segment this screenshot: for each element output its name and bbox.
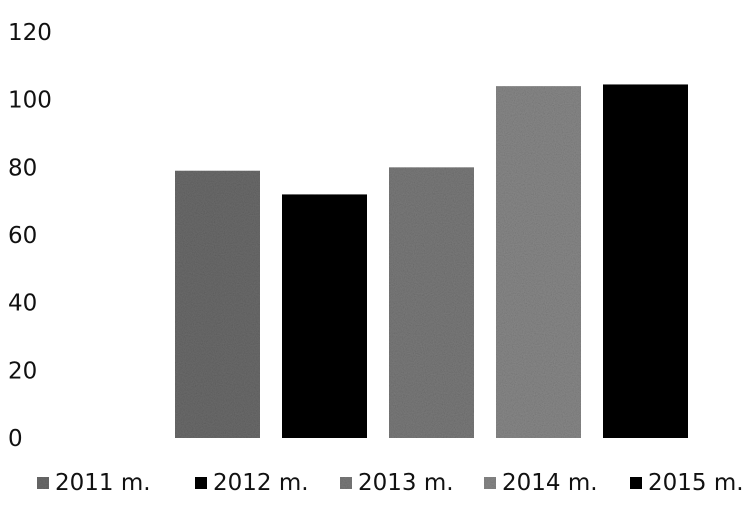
- y-axis: 0 20 40 60 80 100 120: [8, 20, 52, 452]
- y-tick-label: 120: [8, 20, 52, 46]
- y-tick-label: 40: [8, 291, 37, 317]
- legend-swatch: [195, 477, 207, 489]
- bar-2012-m: [282, 194, 367, 438]
- legend-label: 2015 m.: [648, 470, 744, 496]
- legend-label: 2012 m.: [213, 470, 309, 496]
- bar-2014-m: [496, 86, 581, 438]
- bar-2011-m: [175, 170, 260, 438]
- legend: 2011 m. 2012 m. 2013 m. 2014 m. 2015 m.: [37, 470, 744, 496]
- legend-label: 2013 m.: [358, 470, 454, 496]
- legend-label: 2011 m.: [55, 470, 151, 496]
- bar-2015-m: [603, 84, 688, 439]
- y-tick-label: 80: [8, 155, 37, 181]
- bars: [175, 84, 688, 439]
- bar-2013-m: [389, 167, 474, 439]
- legend-label: 2014 m.: [502, 470, 598, 496]
- y-tick-label: 60: [8, 223, 37, 249]
- y-tick-label: 100: [8, 88, 52, 114]
- y-tick-label: 20: [8, 358, 37, 384]
- legend-swatch: [340, 477, 352, 489]
- legend-swatch: [37, 477, 49, 489]
- legend-swatch: [630, 477, 642, 489]
- y-tick-label: 0: [8, 426, 23, 452]
- legend-swatch: [484, 477, 496, 489]
